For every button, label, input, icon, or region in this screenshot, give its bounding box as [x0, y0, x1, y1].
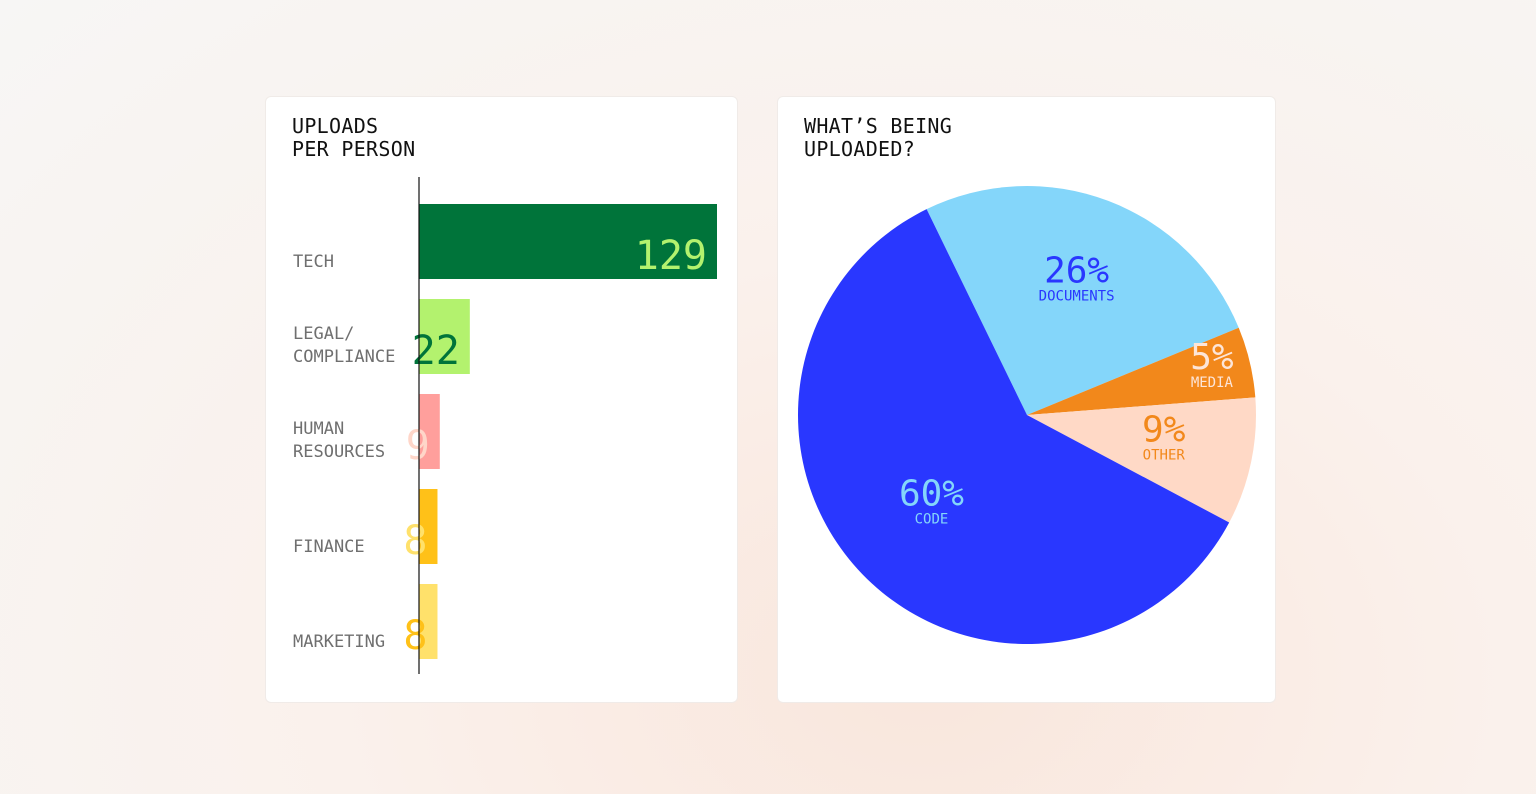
pie-label-code: CODE	[915, 511, 949, 527]
category-label-line: LEGAL/	[293, 324, 354, 344]
category-label-legal-compliance: LEGAL/COMPLIANCE	[293, 324, 395, 367]
category-label-line: FINANCE	[293, 537, 365, 557]
pie-chart-title-line-2: UPLOADED?	[804, 137, 916, 161]
bar-chart: 129 TECH 22 LEGAL/COMPLIANCE 9 HUMAN RESOURCES…	[293, 177, 717, 674]
uploads-per-person-card: UPLOADS PER PERSON 129 TECH 22 LEGAL/COMPLI…	[265, 96, 738, 703]
bar-value-tech: 129	[635, 233, 707, 279]
pie-pct-other: 9%	[1142, 410, 1186, 451]
pie-chart-title-line-1: WHAT’S BEING	[804, 114, 953, 138]
pie-pct-media: 5%	[1190, 337, 1234, 378]
category-label-human-resources: HUMAN RESOURCES	[293, 419, 385, 462]
category-label-tech: TECH	[293, 252, 334, 272]
pie-label-other: OTHER	[1143, 448, 1186, 464]
bar-human-resources	[419, 394, 440, 469]
pie-label-documents: DOCUMENTS	[1039, 288, 1115, 304]
bar-legal-compliance	[419, 299, 470, 374]
bar-value-human-resources: 9	[406, 423, 430, 469]
whats-being-uploaded-card: WHAT’S BEING UPLOADED? 26% DOCUMENTS 5% MED…	[777, 96, 1276, 703]
category-label-marketing: MARKETING	[293, 632, 385, 652]
pie-slice-other	[1027, 397, 1256, 523]
pie-slice-code	[798, 209, 1230, 645]
category-label-line: COMPLIANCE	[293, 347, 395, 367]
bar-tech	[419, 204, 717, 279]
category-label-finance: FINANCE	[293, 537, 365, 557]
bar-value-finance: 8	[403, 518, 427, 564]
pie-pct-code: 60%	[899, 473, 964, 514]
category-label-line: TECH	[293, 252, 334, 272]
pie-chart: 26%DOCUMENTS 5%MEDIA 9%OTHER 60%CODE	[798, 186, 1256, 645]
bar-finance	[419, 489, 438, 564]
pie-label-media: MEDIA	[1191, 375, 1234, 391]
bar-chart-title: UPLOADS PER PERSON	[292, 115, 415, 161]
category-label-line: HUMAN	[293, 419, 344, 439]
category-label-line: RESOURCES	[293, 442, 385, 462]
pie-pct-documents: 26%	[1044, 250, 1109, 291]
pie-slice-media	[1027, 327, 1256, 415]
bar-value-legal-compliance: 22	[412, 328, 460, 374]
category-label-line: MARKETING	[293, 632, 385, 652]
bar-chart-title-line-1: UPLOADS	[292, 114, 379, 138]
pie-chart-title: WHAT’S BEING UPLOADED?	[804, 115, 952, 161]
bar-chart-title-line-2: PER PERSON	[292, 137, 416, 161]
bar-marketing	[419, 584, 438, 659]
bar-value-marketing: 8	[403, 613, 427, 659]
pie-slice-documents	[926, 186, 1239, 415]
